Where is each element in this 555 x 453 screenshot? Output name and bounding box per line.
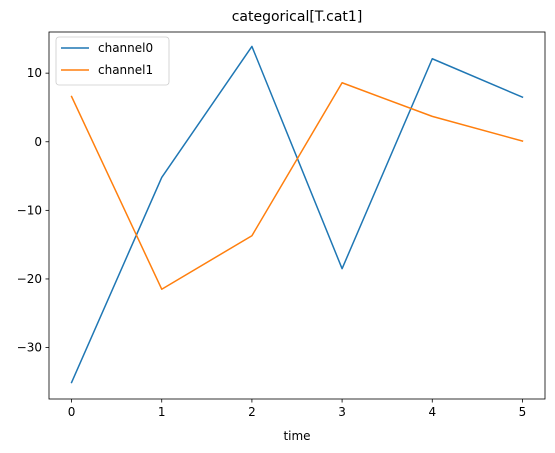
legend-box — [55, 36, 170, 86]
y-tick-label: −30 — [17, 341, 42, 355]
x-tick-label: 4 — [428, 405, 436, 419]
legend: channel0 channel1 — [55, 36, 170, 86]
x-tick-label: 2 — [248, 405, 256, 419]
series-layer — [70, 45, 524, 384]
series-line-channel0 — [70, 45, 524, 384]
x-axis: 0 1 2 3 4 5 — [68, 399, 527, 419]
legend-label-channel1: channel1 — [98, 63, 153, 77]
chart-title: categorical[T.cat1] — [232, 9, 363, 25]
y-tick-label: 10 — [27, 66, 42, 80]
x-tick-label: 1 — [158, 405, 166, 419]
y-tick-label: −10 — [17, 203, 42, 217]
y-tick-label: 0 — [34, 135, 42, 149]
plot-frame — [48, 31, 546, 400]
y-tick-label: −20 — [17, 272, 42, 286]
legend-label-channel0: channel0 — [98, 41, 153, 55]
x-tick-label: 3 — [338, 405, 346, 419]
x-axis-title: time — [283, 429, 310, 443]
y-axis: 10 0 −10 −20 −30 — [17, 66, 49, 355]
series-line-channel1 — [70, 82, 524, 290]
x-tick-label: 5 — [519, 405, 527, 419]
x-tick-label: 0 — [68, 405, 76, 419]
